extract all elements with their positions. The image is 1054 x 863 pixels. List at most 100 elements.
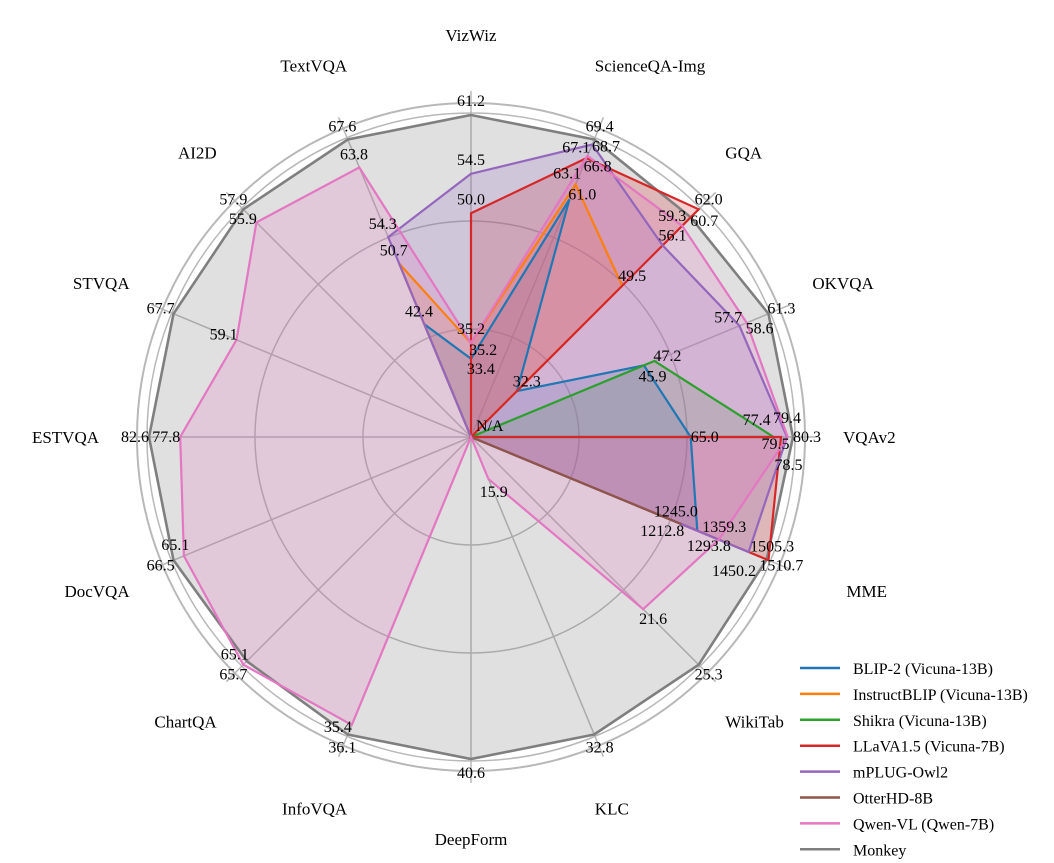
value-label: 50.7	[380, 243, 408, 260]
legend-label: BLIP-2 (Vicuna-13B)	[853, 661, 993, 678]
value-label: 66.8	[584, 159, 612, 176]
value-label: 67.6	[328, 119, 356, 136]
axis-spoke	[225, 191, 472, 438]
value-label: 59.1	[210, 327, 238, 344]
value-label: 25.3	[695, 667, 723, 684]
value-label: 32.8	[586, 740, 614, 757]
legend-item: InstructBLIP (Vicuna-13B)	[800, 687, 1028, 704]
axis-label: AI2D	[178, 144, 217, 163]
legend-label: Monkey	[853, 842, 906, 859]
value-label: 63.1	[553, 166, 581, 183]
value-label: 68.7	[592, 138, 620, 155]
value-label: 21.6	[639, 611, 667, 628]
series-fill	[471, 158, 781, 561]
value-label: 56.1	[659, 228, 687, 245]
legend-item: Shikra (Vicuna-13B)	[800, 713, 987, 730]
value-label: 67.1	[562, 140, 590, 157]
value-label: 65.0	[691, 429, 719, 446]
value-label: 1293.8	[687, 538, 731, 555]
value-label: 50.0	[457, 191, 485, 208]
center-na-label: N/A	[476, 418, 504, 435]
legend-label: OtterHD-8B	[853, 791, 933, 808]
axis-label: ScienceQA-Img	[595, 57, 706, 76]
value-label: 61.3	[767, 301, 795, 318]
series-fill	[424, 199, 698, 531]
value-label: 54.3	[369, 216, 397, 233]
value-label: 36.1	[328, 740, 356, 757]
axis-label: ESTVQA	[32, 428, 100, 447]
series-fill	[471, 361, 774, 437]
axis-label: DeepForm	[435, 830, 508, 849]
value-label: 65.1	[161, 537, 189, 554]
value-label: 57.7	[714, 309, 742, 326]
legend-item: OtterHD-8B	[800, 791, 933, 808]
value-label: 47.2	[653, 348, 681, 365]
value-label: 40.6	[457, 765, 485, 782]
axis-label: WikiTab	[725, 712, 784, 731]
series-fill	[180, 155, 788, 725]
value-label: 1505.3	[750, 539, 794, 556]
legend-item: LLaVA1.5 (Vicuna-7B)	[800, 739, 1005, 756]
value-label: 1245.0	[654, 503, 698, 520]
legend-item: mPLUG-Owl2	[800, 765, 948, 782]
value-label: 69.4	[586, 119, 614, 136]
value-label: 59.3	[658, 208, 686, 225]
axis-spoke	[225, 436, 472, 683]
value-label: 15.9	[480, 484, 508, 501]
value-label: 77.8	[152, 429, 180, 446]
value-label: 49.5	[618, 268, 646, 285]
series-line	[147, 113, 795, 761]
legend-label: mPLUG-Owl2	[853, 765, 948, 782]
series-line	[179, 154, 789, 727]
value-label: 54.5	[457, 152, 485, 169]
axis-label: KLC	[595, 799, 629, 818]
axis-label: InfoVQA	[282, 799, 348, 818]
axis-spoke	[470, 436, 605, 757]
value-label: 65.1	[221, 646, 249, 663]
legend-label: Qwen-VL (Qwen-7B)	[853, 816, 994, 833]
value-label: 42.4	[405, 304, 433, 321]
axis-spoke	[151, 436, 472, 571]
legend-label: InstructBLIP (Vicuna-13B)	[853, 687, 1028, 704]
series-line	[470, 435, 682, 526]
value-label: 67.7	[147, 301, 175, 318]
value-label: 45.9	[639, 369, 667, 386]
axis-label: DocVQA	[64, 582, 130, 601]
axis-spoke	[470, 117, 605, 438]
axis-labels: VizWiz ScienceQA-Img GQA OKVQA VQAv2 MME WikiT…	[32, 26, 896, 849]
value-label: 61.0	[568, 186, 596, 203]
axis-spoke	[151, 303, 472, 438]
legend-item: Qwen-VL (Qwen-7B)	[800, 816, 994, 833]
legend-item: BLIP-2 (Vicuna-13B)	[800, 661, 993, 678]
value-label: 32.3	[513, 373, 541, 390]
value-label: 1510.7	[759, 558, 803, 575]
value-label: 60.7	[690, 213, 718, 230]
value-label: 1212.8	[640, 523, 684, 540]
value-label: 1359.3	[702, 519, 746, 536]
axis-label: ChartQA	[154, 712, 217, 731]
value-label: 79.5	[762, 436, 790, 453]
legend-label: Shikra (Vicuna-13B)	[853, 713, 987, 730]
axis-label: STVQA	[73, 274, 130, 293]
axis-label: VQAv2	[843, 428, 896, 447]
value-label: 61.2	[457, 93, 485, 110]
legend-item: Monkey	[800, 842, 906, 859]
axis-label: VizWiz	[445, 26, 497, 45]
value-label: 57.9	[219, 192, 247, 209]
value-label: 82.6	[121, 429, 149, 446]
series-fill	[388, 144, 787, 552]
axis-label: MME	[846, 582, 887, 601]
value-label: 66.5	[147, 558, 175, 575]
value-label: 35.4	[324, 719, 352, 736]
value-label: 65.7	[219, 667, 247, 684]
value-label: 1450.2	[712, 563, 756, 580]
series-fill	[399, 184, 671, 520]
value-labels: 62.0 1510.7 65.7 61.2 69.4 61.3 80.3 25.3 32.8 40…	[121, 93, 821, 782]
value-label: 78.5	[775, 457, 803, 474]
legend: BLIP-2 (Vicuna-13B) InstructBLIP (Vicuna-…	[800, 661, 1028, 859]
axis-label: OKVQA	[812, 274, 874, 293]
value-label: 62.0	[695, 192, 723, 209]
value-label: 80.3	[793, 429, 821, 446]
axis-spoke	[470, 436, 717, 683]
value-label: 35.2	[457, 321, 485, 338]
